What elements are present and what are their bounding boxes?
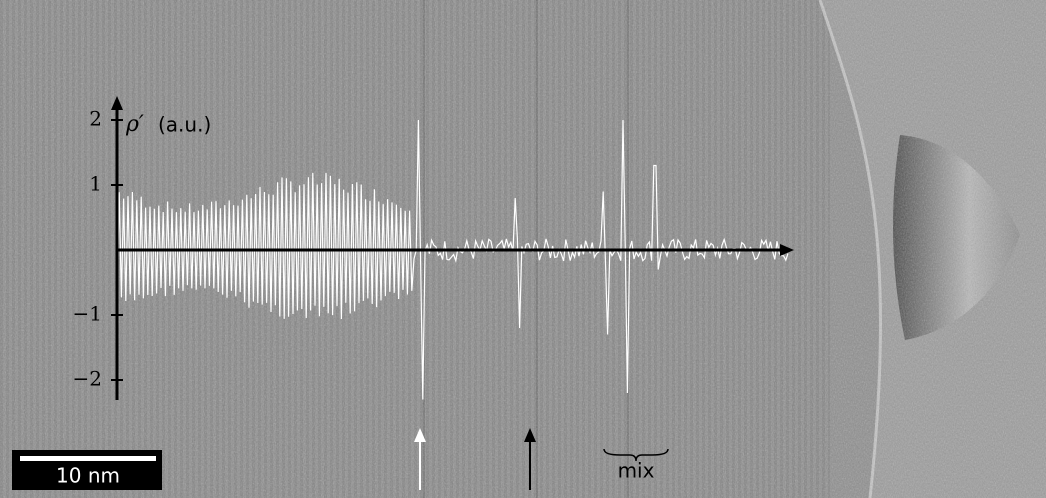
scale-bar-label: 10 nm — [56, 464, 120, 488]
axis-symbol: ρ′ — [125, 112, 144, 137]
y-tick-label: 2 — [89, 107, 102, 131]
micrograph-figure: ρ′ (a.u.) 2 1 −1 −2 mix 10 nm — [0, 0, 1046, 498]
y-tick-label: −2 — [73, 367, 102, 391]
axis-unit: (a.u.) — [158, 113, 211, 137]
mix-label: mix — [618, 459, 655, 483]
scale-bar — [20, 456, 156, 461]
y-tick-label: −1 — [73, 302, 102, 326]
y-tick-label: 1 — [89, 172, 102, 196]
